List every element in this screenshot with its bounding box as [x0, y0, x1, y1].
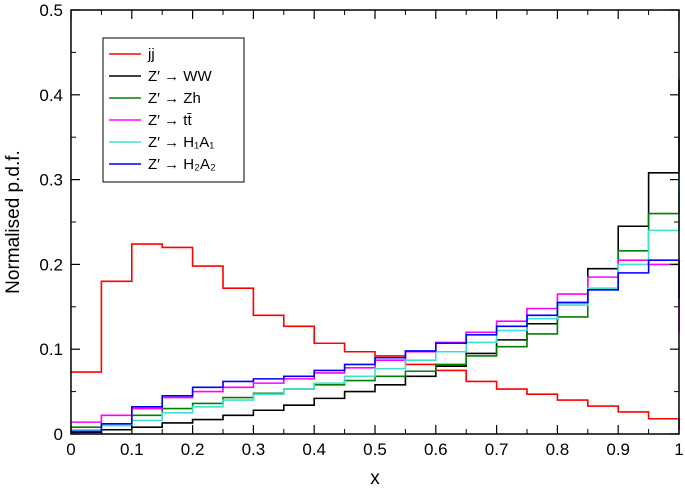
- y-tick-label: 0.3: [39, 171, 63, 190]
- x-tick-label: 1: [674, 440, 683, 459]
- x-axis-title: x: [370, 468, 380, 489]
- x-tick-label: 0.4: [302, 440, 326, 459]
- legend-label-1: Z′ → WW: [148, 68, 212, 85]
- y-axis-title: Normalised p.d.f.: [3, 150, 24, 294]
- legend-label-3: Z′ → tt̄: [148, 112, 192, 129]
- y-tick-label: 0: [54, 425, 63, 444]
- legend-label-2: Z′ → Zh: [148, 90, 201, 107]
- y-tick-label: 0.4: [39, 86, 63, 105]
- x-tick-label: 0.5: [363, 440, 387, 459]
- x-tick-label: 0.6: [424, 440, 448, 459]
- x-tick-label: 0: [66, 440, 75, 459]
- y-tick-label: 0.1: [39, 340, 63, 359]
- x-tick-label: 0.8: [546, 440, 570, 459]
- legend-label-4: Z′ → H₁A₁: [148, 134, 214, 151]
- x-tick-label: 0.1: [120, 440, 144, 459]
- legend-label-0: jj: [147, 46, 155, 63]
- x-tick-label: 0.9: [606, 440, 630, 459]
- y-tick-label: 0.2: [39, 255, 63, 274]
- series-line-0: [71, 243, 680, 429]
- legend-label-5: Z′ → H₂A₂: [148, 156, 216, 173]
- ticks-layer: 0 0.1 0.2 0.3 0.4 0.5 0.6 0.7 0.8 0.9 1 0 0.1 0.2 0.3 0…: [39, 1, 683, 459]
- y-tick-label: 0.5: [39, 1, 63, 20]
- series-layer: [71, 79, 680, 434]
- legend-box: [102, 37, 245, 183]
- series-line-5: [71, 259, 680, 433]
- legend: jj Z′ → WW Z′ → Zh Z′ → tt̄ Z′ → H₁A₁ Z′ → H₂…: [102, 37, 245, 183]
- x-tick-label: 0.2: [181, 440, 205, 459]
- x-tick-label: 0.3: [242, 440, 266, 459]
- x-tick-label: 0.7: [485, 440, 509, 459]
